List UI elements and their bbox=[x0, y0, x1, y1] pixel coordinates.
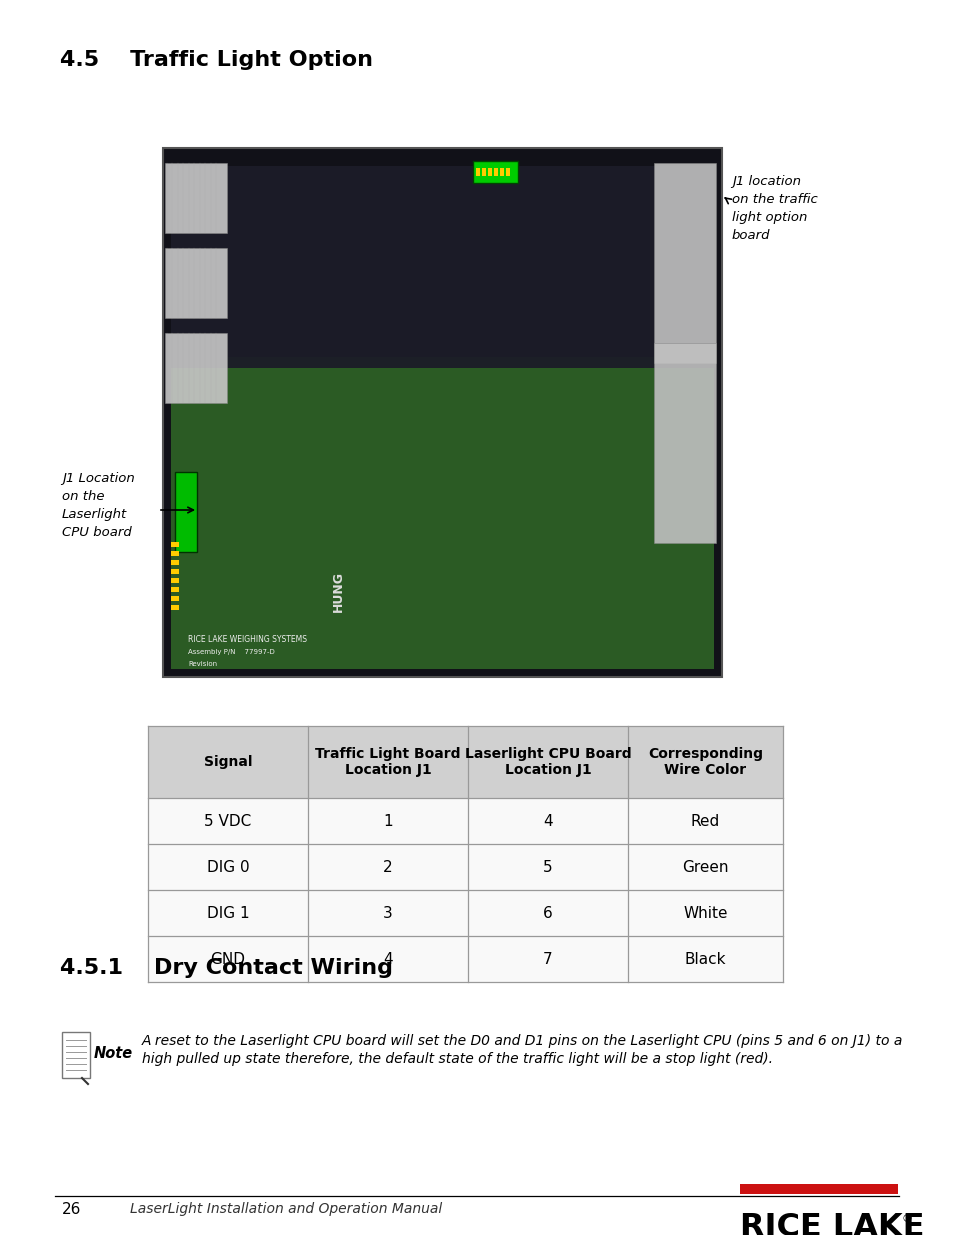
Text: J1 location
on the traffic
light option
board: J1 location on the traffic light option … bbox=[731, 175, 817, 242]
Bar bbox=[505, 168, 510, 177]
Text: A reset to the Laserlight CPU board will set the D0 and D1 pins on the Laserligh: A reset to the Laserlight CPU board will… bbox=[142, 1034, 902, 1049]
Bar bbox=[171, 587, 179, 592]
Text: 4: 4 bbox=[383, 951, 393, 967]
Text: White: White bbox=[682, 905, 727, 920]
Text: Green: Green bbox=[681, 860, 728, 874]
Text: 3: 3 bbox=[383, 905, 393, 920]
Bar bbox=[740, 1184, 897, 1194]
Bar bbox=[165, 248, 227, 317]
Text: Laserlight CPU Board
Location J1: Laserlight CPU Board Location J1 bbox=[464, 747, 631, 777]
Text: Red: Red bbox=[690, 814, 720, 829]
Bar bbox=[148, 936, 782, 982]
Text: 2: 2 bbox=[383, 860, 393, 874]
Bar bbox=[171, 542, 179, 547]
Bar bbox=[473, 161, 517, 183]
Bar bbox=[174, 472, 196, 552]
Bar bbox=[654, 163, 716, 363]
Text: Assembly P/N    77997-D: Assembly P/N 77997-D bbox=[188, 650, 274, 655]
Bar bbox=[499, 168, 503, 177]
Text: Signal: Signal bbox=[204, 755, 252, 769]
Bar bbox=[171, 605, 179, 610]
Text: 5: 5 bbox=[542, 860, 552, 874]
Bar bbox=[165, 163, 227, 233]
Bar bbox=[165, 333, 227, 403]
Text: HUNG: HUNG bbox=[331, 572, 344, 613]
Text: high pulled up state therefore, the default state of the traffic light will be a: high pulled up state therefore, the defa… bbox=[142, 1052, 772, 1066]
Bar bbox=[494, 168, 497, 177]
Text: Corresponding
Wire Color: Corresponding Wire Color bbox=[647, 747, 762, 777]
Bar bbox=[171, 569, 179, 574]
Text: 6: 6 bbox=[542, 905, 553, 920]
Bar bbox=[488, 168, 492, 177]
Bar bbox=[171, 578, 179, 583]
Bar bbox=[654, 343, 716, 543]
Text: 4.5    Traffic Light Option: 4.5 Traffic Light Option bbox=[60, 49, 373, 70]
Bar bbox=[171, 551, 179, 556]
Bar bbox=[171, 597, 179, 601]
Text: DIG 0: DIG 0 bbox=[207, 860, 249, 874]
Text: LaserLight Installation and Operation Manual: LaserLight Installation and Operation Ma… bbox=[130, 1202, 442, 1216]
Text: Note: Note bbox=[94, 1046, 133, 1061]
Bar bbox=[148, 726, 782, 798]
Bar bbox=[171, 357, 713, 669]
Text: 4.5.1    Dry Contact Wiring: 4.5.1 Dry Contact Wiring bbox=[60, 958, 393, 978]
Bar bbox=[163, 148, 721, 677]
Text: Black: Black bbox=[684, 951, 725, 967]
Text: RICE LAKE WEIGHING SYSTEMS: RICE LAKE WEIGHING SYSTEMS bbox=[188, 635, 307, 643]
Text: 5 VDC: 5 VDC bbox=[204, 814, 252, 829]
Text: ®: ® bbox=[901, 1214, 912, 1224]
Bar bbox=[481, 168, 485, 177]
Text: DIG 1: DIG 1 bbox=[207, 905, 249, 920]
Bar bbox=[148, 890, 782, 936]
Text: GND: GND bbox=[211, 951, 245, 967]
Bar bbox=[148, 798, 782, 844]
Bar bbox=[171, 559, 179, 564]
Bar bbox=[148, 844, 782, 890]
Text: RICE LAKE: RICE LAKE bbox=[740, 1212, 923, 1235]
Text: 7: 7 bbox=[542, 951, 552, 967]
Bar bbox=[476, 168, 479, 177]
Text: J1 Location
on the
Laserlight
CPU board: J1 Location on the Laserlight CPU board bbox=[62, 472, 134, 538]
Text: Revision: Revision bbox=[188, 661, 217, 667]
Text: 26: 26 bbox=[62, 1202, 81, 1216]
Bar bbox=[171, 165, 713, 368]
Text: 4: 4 bbox=[542, 814, 552, 829]
Text: 1: 1 bbox=[383, 814, 393, 829]
Bar bbox=[62, 1032, 90, 1078]
Text: Traffic Light Board
Location J1: Traffic Light Board Location J1 bbox=[314, 747, 460, 777]
